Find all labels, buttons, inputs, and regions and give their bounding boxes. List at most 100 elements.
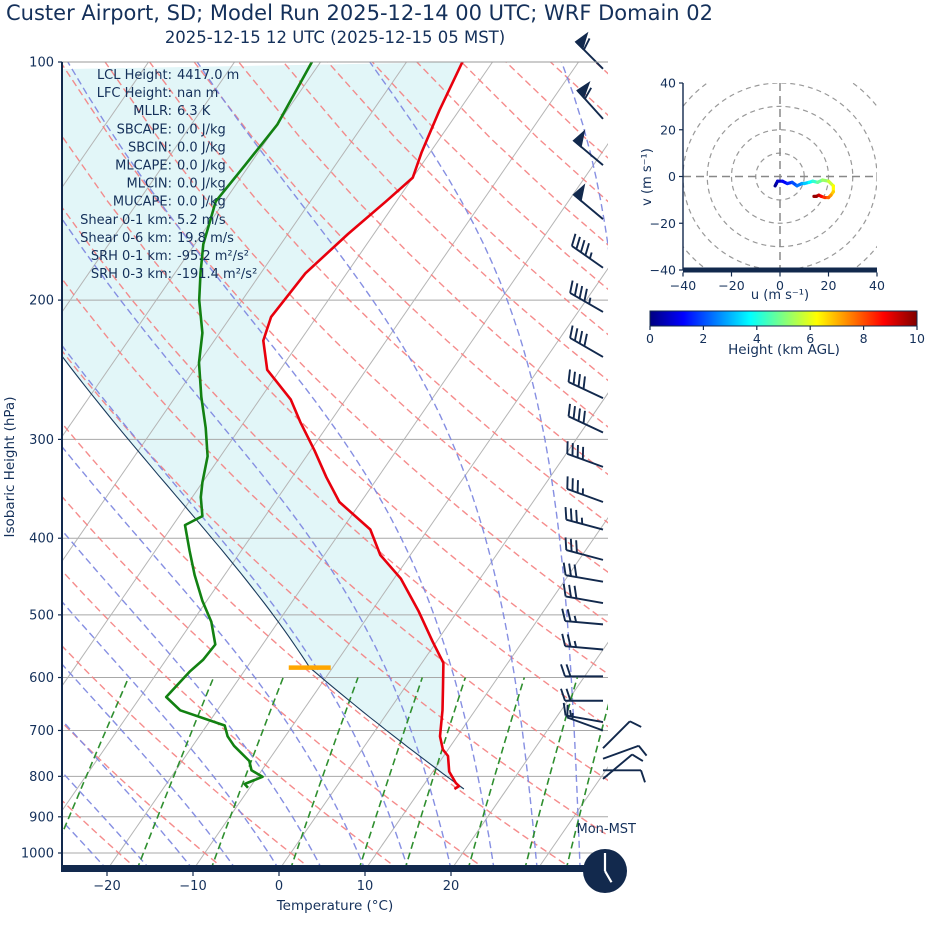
y-tick-label: 900 (29, 810, 54, 825)
hodograph-y-tick-label: 0 (668, 169, 676, 184)
day-timezone-label: Mon-MST (576, 822, 636, 837)
wind-barb-staff (568, 381, 604, 399)
x-tick-label: −20 (93, 879, 120, 894)
wind-barb (602, 753, 644, 780)
wind-barb-flag (576, 81, 591, 100)
wind-barb-staff (565, 595, 604, 604)
wind-barb-half (569, 709, 572, 717)
stat-value: 0.0 J/kg (177, 122, 226, 137)
isotherm-line (277, 392, 608, 872)
colorbar-tick-label: 4 (753, 331, 761, 346)
wind-barb-full (569, 538, 573, 552)
wind-barb (562, 562, 604, 583)
wind-barb-full (573, 585, 578, 599)
wind-barb-flag (572, 129, 586, 149)
x-axis-title: Temperature (°C) (276, 898, 394, 914)
skewt-plot-area (62, 62, 608, 872)
stat-value: -191.4 m²/s² (177, 267, 257, 282)
dry-adiabat-line (460, 62, 608, 203)
wind-barb (602, 720, 642, 749)
y-tick-label: 600 (29, 671, 54, 686)
isotherm-line (105, 143, 608, 872)
mixing-ratio-line (210, 677, 284, 871)
dry-adiabat-line (505, 62, 608, 159)
wind-barb-full (568, 584, 572, 598)
page-title: Custer Airport, SD; Model Run 2025-12-14… (6, 1, 714, 25)
wind-barb-staff (568, 415, 604, 434)
stat-value: -95.2 m²/s² (177, 249, 249, 264)
colorbar-tick-label: 0 (646, 331, 654, 346)
wind-barbs (560, 31, 648, 783)
wind-barb-full (568, 563, 572, 577)
wind-barb-staff (566, 716, 604, 732)
y-tick-label: 200 (29, 294, 54, 309)
wind-barb (567, 403, 604, 434)
mixing-ratio-line (289, 677, 359, 871)
dewpoint-line (164, 62, 314, 789)
stat-label: Shear 0-1 km: (80, 213, 172, 228)
stat-label: MLCIN: (127, 177, 172, 192)
wind-barb-half (588, 297, 592, 305)
stat-label: SBCAPE: (117, 122, 172, 137)
y-tick-label: 1000 (21, 847, 54, 862)
stat-label: MLLR: (133, 104, 172, 119)
wind-barb (602, 744, 648, 760)
wind-barb-full (577, 408, 581, 422)
moist-adiabat-line (62, 529, 323, 871)
wind-barb-staff (569, 337, 604, 358)
dry-adiabat-line (550, 62, 608, 117)
wind-barb-full (575, 509, 578, 523)
dry-adiabat-line (62, 134, 608, 675)
wind-barb-full (578, 285, 584, 299)
isotherm-line (363, 516, 608, 872)
stat-label: SRH 0-1 km: (91, 249, 172, 264)
colorbar-tick-label: 2 (699, 331, 707, 346)
hodograph-x-axis-title: u (m s⁻¹) (751, 288, 809, 303)
wind-barb-full (564, 537, 568, 551)
wind-barb-full (566, 634, 572, 647)
x-tick-label: 0 (275, 879, 283, 894)
wind-barb-full (560, 688, 566, 702)
hodograph-x-tick-label: 0 (776, 278, 784, 293)
isotherm-line (62, 62, 321, 438)
dry-adiabat-line (62, 277, 608, 782)
hodograph-y-axis-title: v (m s⁻¹) (640, 148, 655, 206)
wind-barb-full (566, 609, 572, 622)
wind-barb-staff (569, 292, 604, 313)
wind-barb-staff (565, 574, 604, 583)
y-tick-label: 400 (29, 532, 54, 547)
stat-value: 4417.0 m (177, 68, 239, 83)
wind-barb-full (569, 508, 573, 522)
stat-value: nan m (177, 86, 218, 101)
wind-barb-full (562, 702, 567, 716)
wind-barb-full (560, 664, 566, 677)
wind-barb-full (573, 283, 579, 296)
wind-barb-half (573, 615, 578, 623)
stat-value: 0.0 J/kg (177, 140, 226, 155)
wind-barb-full (579, 239, 586, 253)
wind-barb (569, 325, 604, 358)
dry-adiabat-line (62, 422, 575, 871)
colorbar-title: Height (km AGL) (728, 342, 840, 358)
colorbar-tick-label: 8 (860, 331, 868, 346)
wind-barb-full (567, 369, 571, 383)
moist-adiabat-line (62, 217, 452, 870)
wind-barb-full (584, 242, 590, 256)
hodograph-x-tick-label: −20 (718, 278, 744, 293)
hodograph-x-tick-label: −40 (670, 278, 696, 293)
x-tick-label: 10 (357, 879, 374, 894)
colorbar-tick-label: 6 (806, 331, 814, 346)
valid-time-subtitle: 2025-12-15 12 UTC (2025-12-15 05 MST) (164, 28, 506, 47)
wind-barb (566, 476, 604, 503)
isotherm-line (449, 641, 608, 872)
wind-barb-staff (602, 753, 633, 780)
wind-barb-full (564, 507, 568, 520)
wind-barb-full (561, 633, 567, 647)
wind-barb-staff (565, 645, 604, 651)
wind-barb-full (577, 373, 581, 387)
wind-barb-full (569, 280, 574, 294)
stat-label: LFC Height: (97, 86, 172, 101)
wind-barb-full (631, 753, 644, 762)
wind-barb (566, 704, 604, 732)
wind-barb-full (583, 37, 591, 51)
